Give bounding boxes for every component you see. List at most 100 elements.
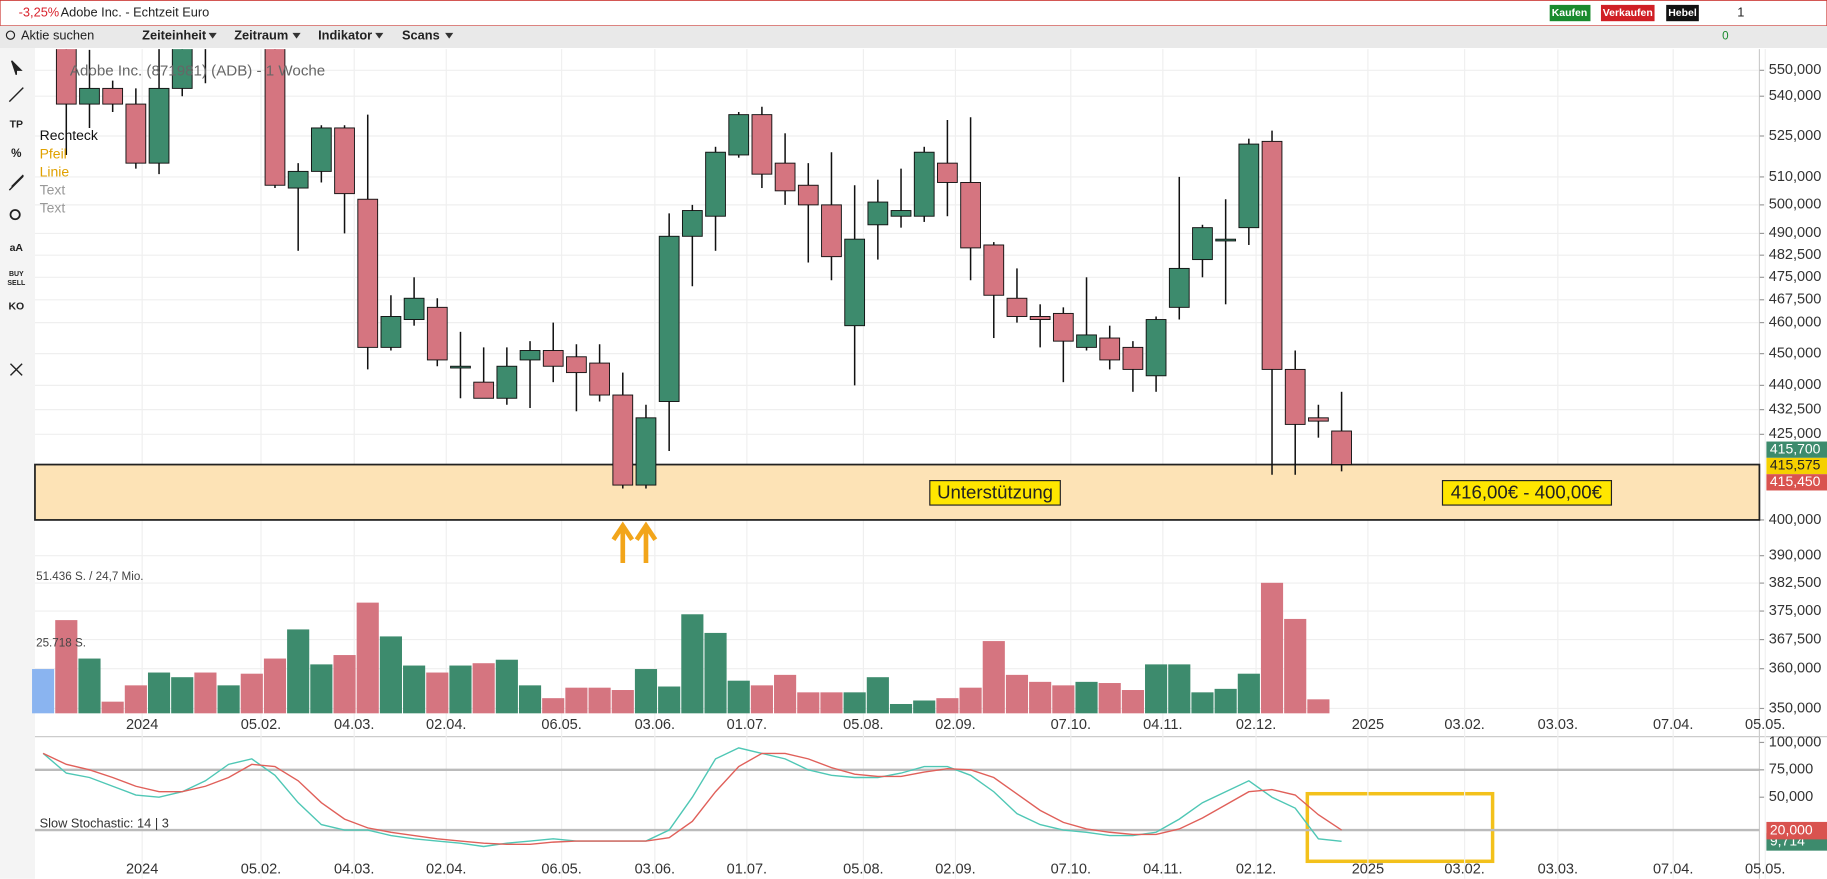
x-tick-label: 05.08. [843,717,883,733]
candle-body [1099,337,1121,361]
price-marker [1766,441,1827,458]
x-tick-label: 02.12. [1236,717,1276,733]
y-tick-label: 490,000 [1769,225,1822,241]
x-tick-label: 05.02. [241,717,281,733]
candle-body [473,381,495,399]
x-tick-label: 02.04. [426,717,466,733]
candle-body [1029,316,1051,321]
x-tick-label: 07.04. [1653,861,1693,877]
candle-body [1192,227,1213,261]
toolbar [0,25,1827,48]
candle-body [751,114,773,175]
x-tick-label: 01.07. [727,861,767,877]
y-tick-label: 390,000 [1769,548,1822,564]
menu[interactable]: Indikator [318,28,372,43]
menu[interactable]: Scans [402,28,440,43]
candle-body [334,127,355,195]
candle-body [1145,319,1167,377]
buy-button[interactable] [1549,4,1591,22]
volume-bar [495,659,518,714]
volume-bar [611,690,634,714]
arrow [611,521,635,564]
x-tick-label: 02.09. [935,861,975,877]
x-tick-label: 04.11. [1143,861,1182,877]
y-tick-label: 500,000 [1769,197,1822,213]
candle-body [171,49,193,89]
volume-bar [78,658,101,714]
menu[interactable]: Zeitraum [234,28,288,43]
y-tick-label: 460,000 [1769,314,1822,330]
volume-bar [1191,692,1214,714]
y-tick-label: 482,500 [1769,247,1822,263]
volume-bar [542,698,565,714]
menu[interactable]: Zeiteinheit [142,28,207,43]
volume-bar [774,674,797,714]
window-count: 1 [1737,4,1744,19]
candle-body [635,417,657,486]
candle-body [264,49,286,186]
candle-body [1052,312,1074,342]
volume-bar [1168,664,1191,714]
tool[interactable]: KO [8,301,24,312]
volume-bar [194,672,217,714]
y-tick-label: 400,000 [1769,512,1822,528]
volume-bar [1214,688,1237,714]
volume [32,582,1330,714]
candle-body [960,182,981,249]
window-title: Adobe Inc. - Echtzeit Euro [61,4,210,19]
volume-bar [310,664,333,714]
tool[interactable]: aA [10,243,24,254]
volume-bar [124,685,147,714]
zone-range-box [1441,480,1613,506]
x-tick-label: 2024 [126,717,158,733]
sell-button[interactable] [1600,4,1655,22]
x-tick-label: 07.10. [1051,717,1091,733]
sell-label: Verkaufen [1603,8,1653,19]
x-tick-label: 03.06. [635,861,675,877]
candle-body [519,350,541,361]
volume-bar [982,641,1005,714]
y-tick-label: 475,000 [1769,269,1822,285]
drawing-item: Pfeil [40,145,67,161]
y-tick-label: 100,000 [1769,734,1822,750]
x-tick-label: 2025 [1352,861,1384,877]
candle-body [728,114,750,156]
y-tick-label: 360,000 [1769,661,1822,677]
candle-body [983,244,1005,296]
tool-icons [8,60,24,376]
last-value-label: 20,000 [1770,821,1813,837]
volume-bar [403,665,426,714]
candle-body [310,127,332,172]
x-tick-label: 05.05. [1745,861,1785,877]
drawing-item: Rechteck [40,127,98,143]
leverage-button[interactable] [1666,4,1699,22]
x-tick-label: 03.02. [1444,717,1484,733]
volume-bar [1260,582,1284,714]
candle-body [496,365,518,399]
candle-body [1308,417,1329,422]
x-tick-label: 03.03. [1538,717,1578,733]
volume-bar [750,685,773,714]
zone-label: Unterstützung [937,481,1053,502]
stochastic-line [42,752,1342,846]
tool[interactable]: TP [10,120,23,131]
candle-body [542,350,564,367]
tool[interactable]: SELL [7,280,26,287]
zone-label-box [929,480,1061,506]
tool[interactable]: BUY [9,271,24,278]
x-tick-label: 03.02. [1444,861,1484,877]
y-tick-label: 432,500 [1769,401,1822,417]
volume-bar [217,685,240,714]
search[interactable]: Aktie suchen [21,28,94,43]
candle-body [1076,334,1097,348]
candles [55,49,1352,489]
candle-body [797,184,819,206]
tool[interactable]: % [11,147,22,160]
x-tick-label: 07.04. [1653,717,1693,733]
x-tick-label: 2025 [1352,717,1384,733]
title-bar [0,0,1827,27]
candle-body [821,204,842,258]
candle-body [1006,297,1028,317]
price-marker-label: 415,575 [1770,457,1821,473]
